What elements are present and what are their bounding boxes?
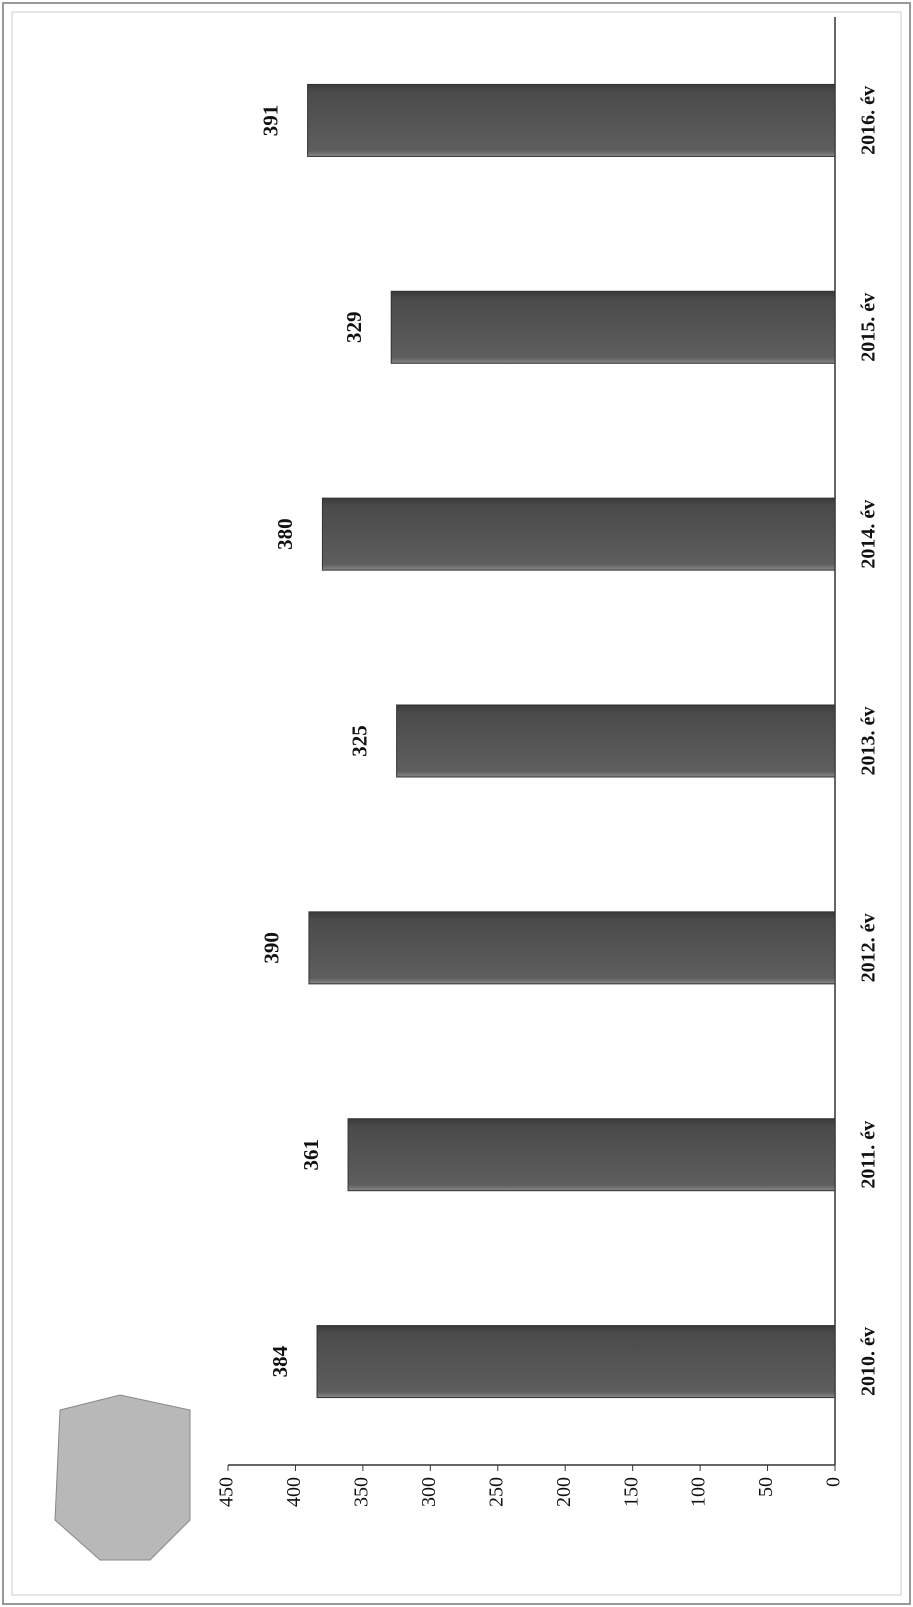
value-label: 391	[258, 105, 282, 137]
bar	[307, 83, 836, 157]
x-tick-label: 2013. év	[858, 707, 880, 776]
value-label: 384	[268, 1345, 292, 1377]
bar	[390, 290, 836, 364]
bar	[308, 911, 836, 985]
y-tick-label: 250	[485, 1477, 507, 1507]
y-tick-label: 150	[620, 1477, 642, 1507]
y-tick-label: 50	[755, 1477, 777, 1497]
y-tick-label: 0	[823, 1477, 845, 1487]
x-tick-label: 2010. év	[858, 1327, 880, 1396]
y-tick-label: 350	[350, 1477, 372, 1507]
x-tick-label: 2011. év	[858, 1121, 880, 1189]
value-label: 380	[273, 518, 297, 550]
rotated-plot: 0 50 100 150 200 250 300 350 400 450 2010. év 384 20…	[216, 17, 880, 1507]
y-tick-label: 450	[216, 1477, 238, 1507]
y-tick-label: 300	[418, 1477, 440, 1507]
bar	[347, 1118, 836, 1192]
y-tick-label: 100	[688, 1477, 710, 1507]
x-tick-label: 2015. év	[858, 293, 880, 362]
x-tick-label: 2012. év	[858, 913, 880, 982]
logo	[54, 1394, 191, 1561]
y-tick-label: 400	[283, 1477, 305, 1507]
bar	[316, 1325, 836, 1399]
value-label: 329	[342, 312, 366, 344]
bar	[321, 497, 836, 571]
x-tick-label: 2014. év	[858, 500, 880, 569]
bar	[396, 704, 836, 778]
value-label: 390	[260, 932, 284, 964]
value-label: 325	[347, 725, 371, 757]
value-label: 361	[299, 1139, 323, 1171]
x-tick-label: 2016. év	[858, 86, 880, 155]
inner-frame	[11, 11, 902, 1596]
y-tick-label: 200	[553, 1477, 575, 1507]
